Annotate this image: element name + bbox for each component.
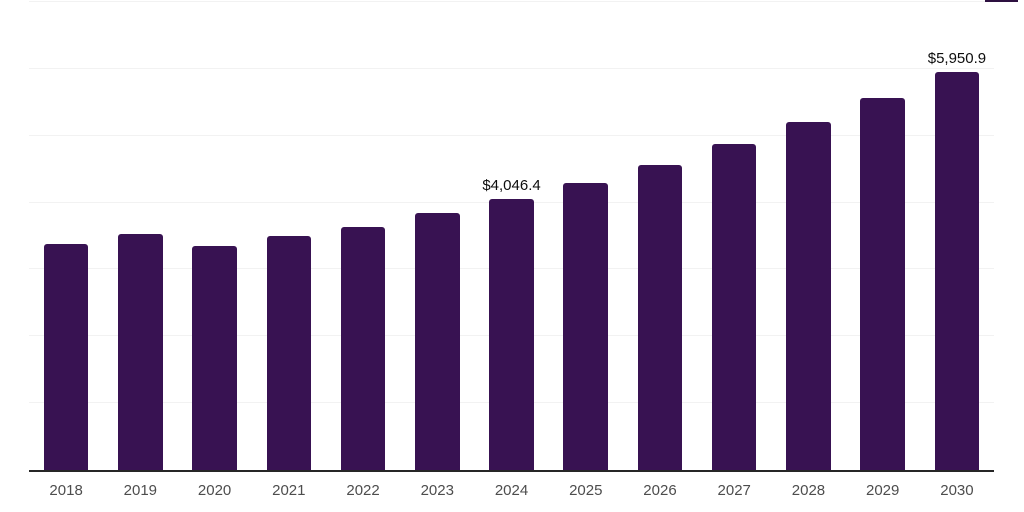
x-tick-label-2020: 2020 bbox=[197, 482, 232, 499]
bar-cell-2018 bbox=[29, 2, 103, 470]
x-tick-label-2025: 2025 bbox=[569, 482, 603, 499]
x-tick-label-2019: 2019 bbox=[123, 482, 158, 499]
x-tick-label-2023: 2023 bbox=[420, 482, 454, 499]
bar-2021 bbox=[266, 236, 312, 470]
x-tick-label-2028: 2028 bbox=[791, 482, 826, 499]
bar-2019 bbox=[118, 234, 163, 470]
bar-cell-2022 bbox=[326, 2, 400, 470]
bar-cell-2024: $4,046.4 bbox=[474, 2, 548, 470]
bar-series: $4,046.4 $5,950.9 bbox=[29, 2, 994, 470]
bar-2029 bbox=[860, 98, 905, 470]
bar-2023 bbox=[415, 213, 460, 470]
bar-cell-2023 bbox=[400, 2, 474, 470]
x-tick-label-2029: 2029 bbox=[866, 482, 900, 499]
bar-cell-2026 bbox=[623, 2, 697, 470]
x-tick-label-2022: 2022 bbox=[346, 482, 380, 499]
bar-cell-2019 bbox=[103, 2, 177, 470]
x-tick-label-2018: 2018 bbox=[49, 482, 83, 499]
x-tick-label-2021: 2021 bbox=[272, 482, 306, 499]
gridline-7000 bbox=[29, 1, 994, 2]
x-tick-label-2027: 2027 bbox=[717, 482, 751, 499]
bar-2018 bbox=[43, 244, 89, 470]
bar-cell-2027 bbox=[697, 2, 771, 470]
bar-cell-2029 bbox=[846, 2, 920, 470]
value-label-2030: $5,950.9 bbox=[927, 50, 987, 68]
bar-cell-2021 bbox=[252, 2, 326, 470]
x-tick-label-2026: 2026 bbox=[643, 482, 677, 499]
x-tick-label-2030: 2030 bbox=[940, 482, 974, 499]
gridline-5000 bbox=[29, 134, 994, 136]
x-axis-tick-labels: 2018 2019 2020 2021 2022 2023 2024 2025 2026 2027… bbox=[29, 481, 994, 501]
bar-2024: $4,046.4 bbox=[482, 177, 541, 470]
plot-area: $4,046.4 $5,950.9 bbox=[29, 1, 994, 470]
bar-2028 bbox=[786, 122, 831, 470]
x-tick-label-2024: 2024 bbox=[494, 482, 529, 499]
bar-cell-2025 bbox=[549, 2, 623, 470]
bar-2027 bbox=[711, 144, 757, 470]
top-right-artifact bbox=[985, 0, 1018, 2]
bar-cell-2028 bbox=[771, 2, 845, 470]
bar-2025 bbox=[563, 183, 609, 470]
bar-2020 bbox=[192, 246, 237, 470]
bar-2030: $5,950.9 bbox=[928, 50, 986, 470]
bar-2022 bbox=[340, 227, 386, 470]
bar-2026 bbox=[637, 164, 683, 470]
bar-cell-2020 bbox=[177, 2, 251, 470]
x-axis-line bbox=[29, 470, 994, 472]
bar-cell-2030: $5,950.9 bbox=[920, 2, 994, 470]
value-label-2024: $4,046.4 bbox=[482, 177, 541, 195]
gridline-6000 bbox=[29, 67, 994, 69]
